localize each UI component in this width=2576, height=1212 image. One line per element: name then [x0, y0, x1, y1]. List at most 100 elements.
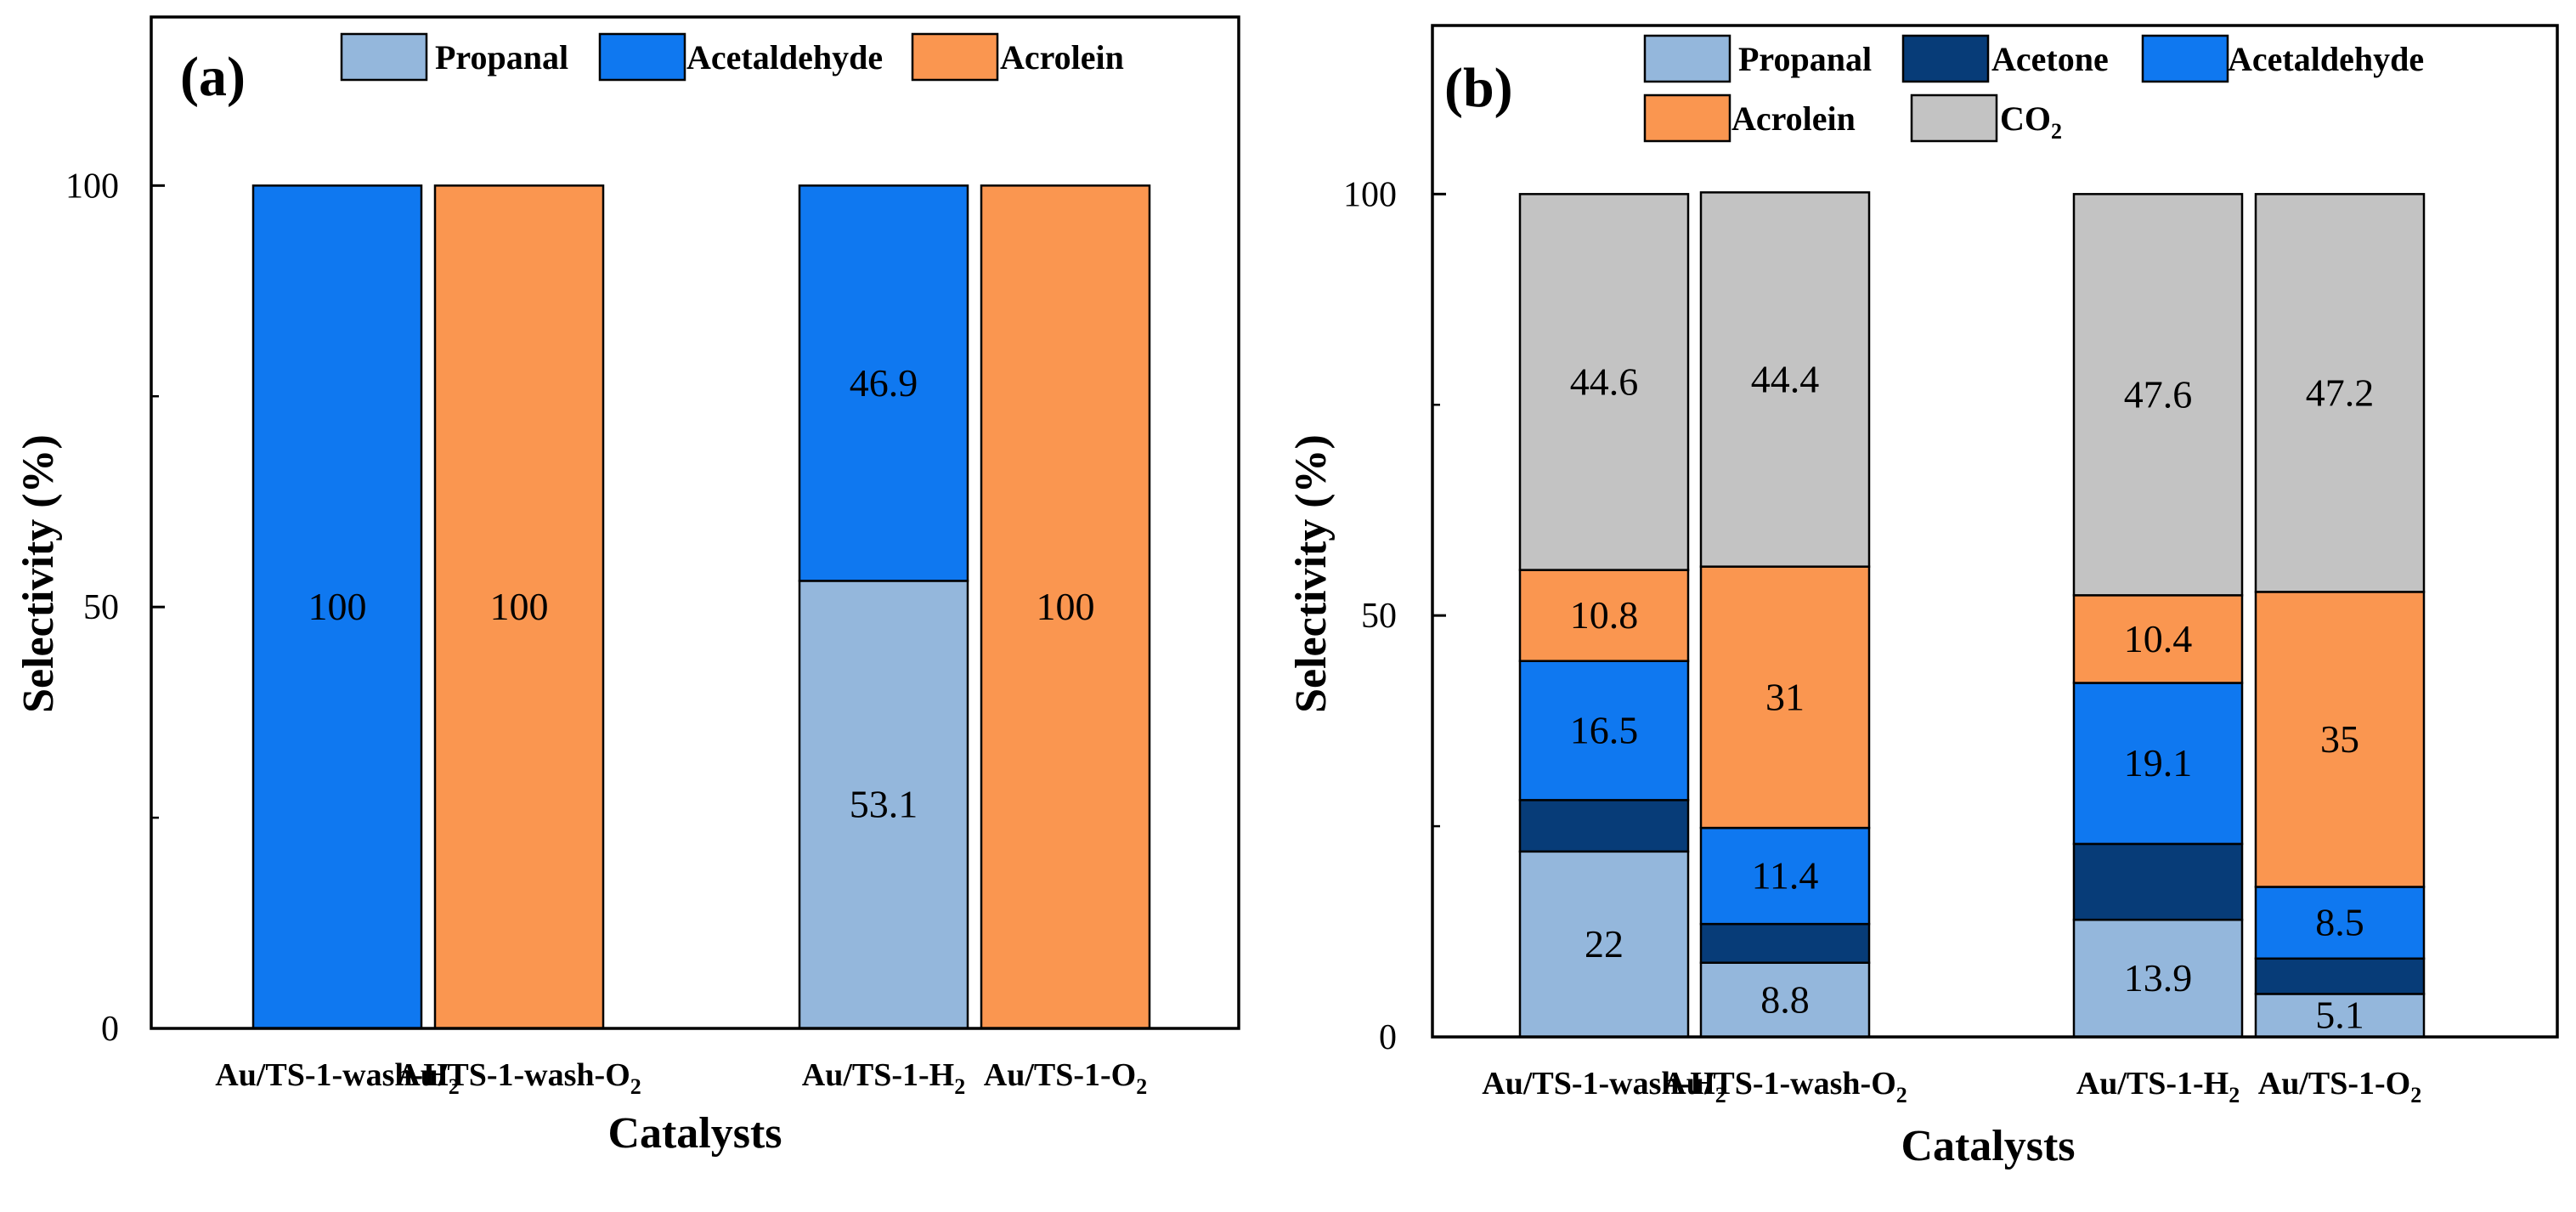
- data-label-propanal-2: 53.1: [850, 783, 918, 826]
- x-tick-label-0-base: Au/TS-1-wash-H: [1482, 1066, 1715, 1102]
- data-label-acetaldehyde-1: 11.4: [1752, 854, 1819, 898]
- bar-acetone-2: [2072, 842, 2244, 921]
- data-label-propanal-1: 8.8: [1760, 977, 1810, 1021]
- legend-label-acetone-base: Acetone: [1991, 40, 2109, 78]
- y-tick-label-0: 0: [1379, 1018, 1397, 1057]
- legend-label-co-base: CO: [2000, 99, 2051, 138]
- x-tick-label-3: Au/TS-1-O2: [2258, 1066, 2421, 1107]
- data-label-co-2: 47.6: [2124, 372, 2193, 416]
- x-tick-label-0-subscript: 2: [449, 1074, 460, 1099]
- bar-acrolein-1: [1699, 565, 1871, 830]
- y-tick-label-0: 0: [101, 1010, 119, 1049]
- x-tick-label-0: Au/TS-1-wash-H2: [215, 1057, 460, 1099]
- bar-acetaldehyde-2: [798, 184, 969, 582]
- bar-acrolein-3: [980, 184, 1151, 1030]
- x-tick-label-2-subscript: 2: [954, 1074, 965, 1099]
- legend-label-acetaldehyde-base: Acetaldehyde: [686, 38, 883, 76]
- data-label-acrolein-1: 31: [1765, 675, 1805, 718]
- x-tick-label-0-subscript: 2: [1715, 1083, 1726, 1107]
- bar-acetaldehyde-1: [1699, 826, 1871, 926]
- legend-label-acetone: Acetone: [1991, 40, 2109, 78]
- x-tick-label-1-base: Au/TS-1-wash-O: [397, 1057, 630, 1093]
- legend-swatch-acrolein: [1643, 93, 1731, 143]
- x-tick-label-2: Au/TS-1-H2: [802, 1057, 965, 1099]
- y-tick-label-100: 100: [65, 167, 119, 206]
- y-tick-label-100: 100: [1343, 175, 1397, 214]
- panel-a: 100 10053.146.9100050100Au/TS-1-wash-H2Au…: [14, 15, 1240, 1158]
- data-label-propanal-2: 13.9: [2124, 956, 2193, 1000]
- bar-acetaldehyde-3: [2254, 886, 2426, 960]
- data-label-acrolein-1: 100: [490, 585, 549, 628]
- legend-swatch-acrolein: [911, 32, 999, 82]
- x-tick-label-0: Au/TS-1-wash-H2: [1482, 1066, 1726, 1107]
- legend-swatch-acetaldehyde: [598, 32, 686, 82]
- bar-co-3: [2254, 193, 2426, 593]
- legend-swatch-acetone: [1901, 34, 1990, 83]
- panel-label: (b): [1444, 57, 1513, 119]
- legend-label-propanal-base: Propanal: [1738, 40, 1872, 78]
- legend-swatch-acetaldehyde: [2141, 34, 2229, 83]
- x-tick-label-0-base: Au/TS-1-wash-H: [215, 1057, 449, 1093]
- bar-acrolein-2: [2072, 594, 2244, 684]
- x-tick-label-2-base: Au/TS-1-H: [2076, 1066, 2229, 1102]
- bar-acrolein-1: [433, 184, 605, 1030]
- legend-label-acetaldehyde: Acetaldehyde: [686, 38, 883, 76]
- legend-swatch-propanal: [340, 32, 428, 82]
- x-tick-label-1-subscript: 2: [1896, 1083, 1907, 1107]
- data-label-propanal-3: 5.1: [2315, 994, 2364, 1037]
- x-tick-label-2: Au/TS-1-H2: [2076, 1066, 2240, 1107]
- x-tick-label-1-subscript: 2: [630, 1074, 641, 1099]
- plot-frame: [150, 15, 1240, 1030]
- x-axis-title: Catalysts: [607, 1109, 782, 1158]
- y-axis-title: Selectivity (%): [1287, 434, 1336, 713]
- data-label-acrolein-3: 100: [1037, 585, 1095, 628]
- x-tick-label-1: Au/TS-1-wash-O2: [1663, 1066, 1907, 1107]
- bar-acetone-0: [1518, 799, 1690, 853]
- bar-acetaldehyde-0: [251, 184, 423, 1030]
- data-label-acrolein-0: 10.8: [1570, 593, 1639, 637]
- legend-label-co-subscript: 2: [2051, 119, 2062, 144]
- legend-label-propanal: Propanal: [435, 38, 568, 76]
- bar-acrolein-3: [2254, 591, 2426, 888]
- panel-b: 2216.510.844.68.811.43144.413.919.110.44…: [1287, 24, 2559, 1170]
- bar-acetaldehyde-2: [2072, 682, 2244, 846]
- data-label-co-1: 44.4: [1751, 358, 1820, 401]
- x-tick-label-1-base: Au/TS-1-wash-O: [1663, 1066, 1896, 1102]
- legend-label-acrolein: Acrolein: [1731, 99, 1856, 138]
- data-label-acetaldehyde-0: 100: [308, 585, 367, 628]
- bar-propanal-1: [1699, 961, 1871, 1039]
- data-label-co-0: 44.6: [1570, 360, 1639, 403]
- x-tick-label-3-subscript: 2: [2410, 1083, 2421, 1107]
- legend-label-acrolein-base: Acrolein: [1731, 99, 1856, 138]
- data-label-acrolein-3: 35: [2320, 717, 2359, 761]
- data-label-acrolein-2: 10.4: [2124, 617, 2193, 660]
- bar-acetone-3: [2254, 957, 2426, 995]
- legend-label-propanal-base: Propanal: [435, 38, 568, 76]
- x-tick-label-3-base: Au/TS-1-O: [984, 1057, 1136, 1093]
- bar-acetone-1: [1699, 922, 1871, 964]
- data-label-propanal-0: 22: [1585, 922, 1624, 966]
- x-tick-label-3: Au/TS-1-O2: [984, 1057, 1147, 1099]
- x-tick-label-2-base: Au/TS-1-H: [802, 1057, 954, 1093]
- bar-co-2: [2072, 193, 2244, 597]
- y-tick-label-50: 50: [1361, 597, 1397, 636]
- x-axis-title: Catalysts: [1901, 1122, 2075, 1170]
- data-label-acetaldehyde-2: 46.9: [850, 361, 918, 405]
- legend-swatch-propanal: [1643, 34, 1731, 83]
- legend-label-propanal: Propanal: [1738, 40, 1872, 78]
- bar-co-0: [1518, 193, 1690, 571]
- legend-label-acrolein: Acrolein: [1000, 38, 1124, 76]
- y-tick-label-50: 50: [83, 588, 119, 627]
- data-label-acetaldehyde-2: 19.1: [2124, 741, 2193, 784]
- y-axis-title: Selectivity (%): [14, 434, 63, 713]
- legend-label-co: CO2: [2000, 99, 2062, 144]
- data-label-acetaldehyde-3: 8.5: [2315, 901, 2364, 944]
- legend-label-acetaldehyde-base: Acetaldehyde: [2228, 40, 2424, 78]
- panel-label: (a): [180, 46, 246, 108]
- x-tick-label-1: Au/TS-1-wash-O2: [397, 1057, 641, 1099]
- x-tick-label-2-subscript: 2: [2229, 1083, 2240, 1107]
- legend-label-acrolein-base: Acrolein: [1000, 38, 1124, 76]
- data-label-co-3: 47.2: [2306, 371, 2375, 414]
- legend-label-acetaldehyde: Acetaldehyde: [2228, 40, 2424, 78]
